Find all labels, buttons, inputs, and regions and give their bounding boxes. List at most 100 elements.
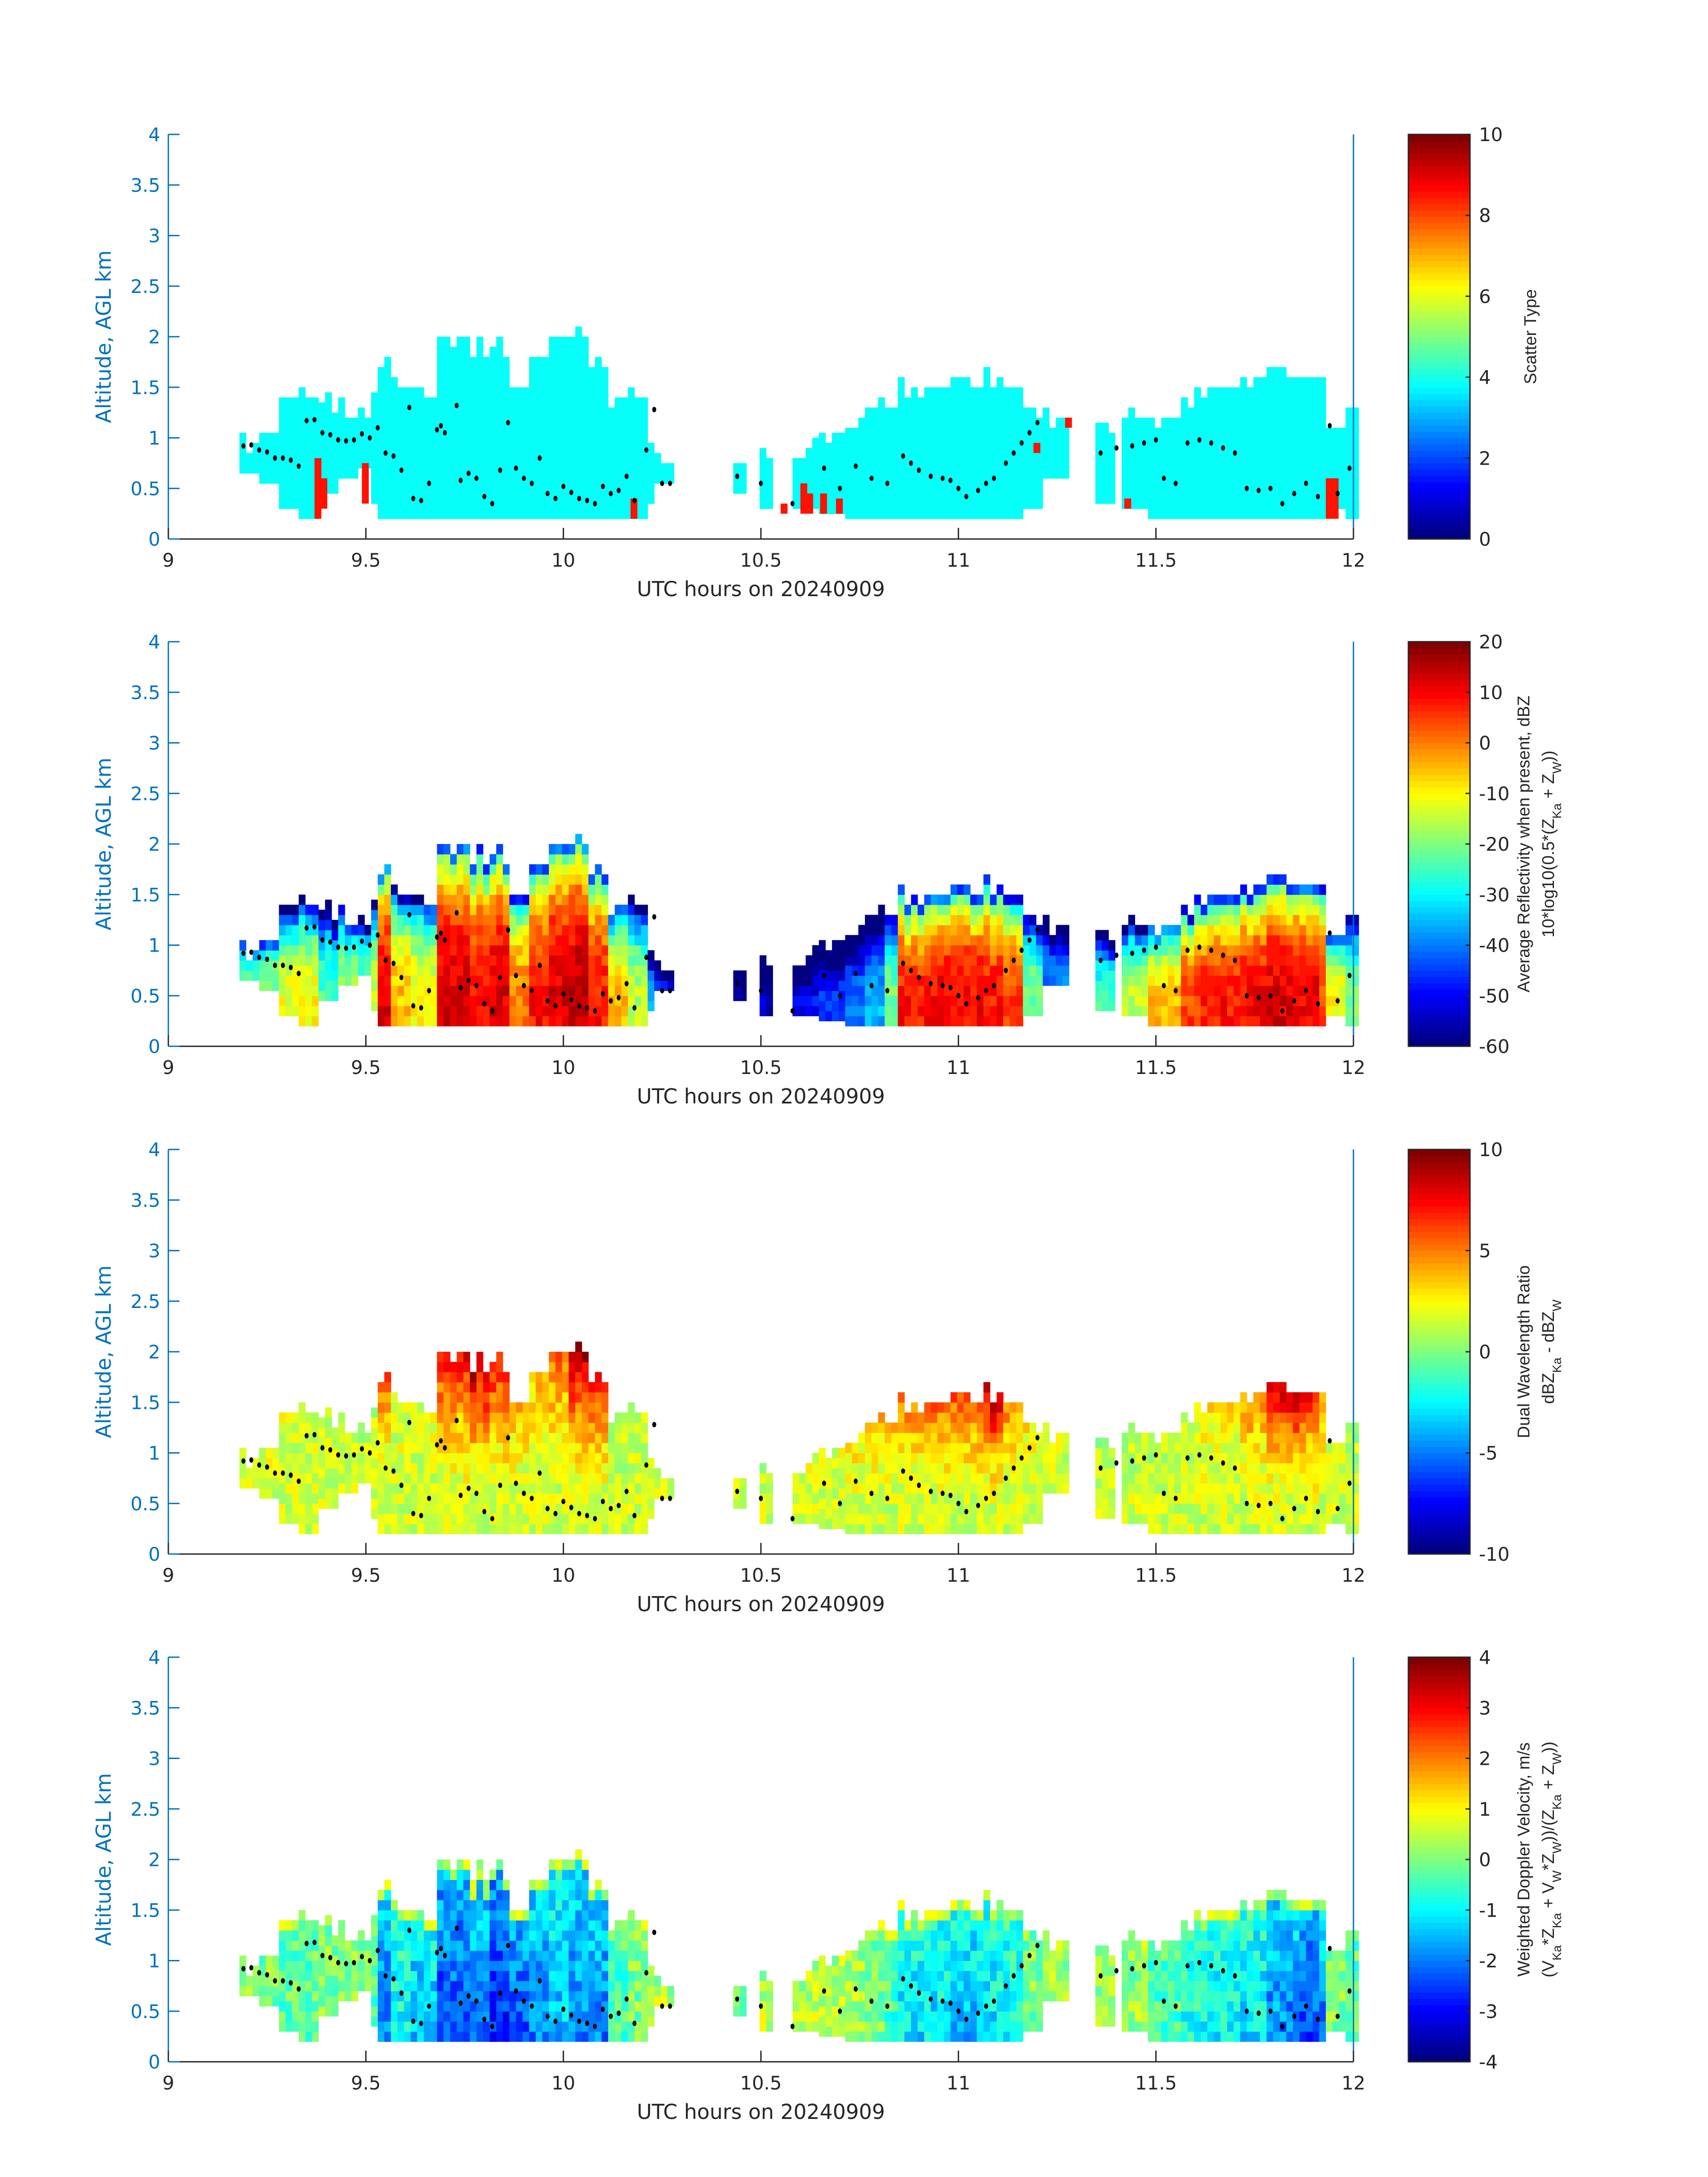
heatmap-cell (345, 1433, 352, 1443)
heatmap-cell (456, 1433, 464, 1443)
heatmap-cell (898, 1006, 905, 1016)
heatmap-cell (911, 1402, 918, 1413)
heatmap-cell (944, 438, 951, 448)
heatmap-cell (391, 975, 398, 986)
heatmap-cell (1174, 1016, 1182, 1027)
heatmap-cell (298, 1493, 306, 1504)
heatmap-cell (463, 357, 470, 368)
colorbar-swatch (1408, 957, 1470, 965)
heatmap-cell (1306, 904, 1313, 915)
heatmap-cell (1122, 945, 1129, 956)
heatmap-cell (516, 965, 523, 976)
heatmap-cell (1108, 970, 1115, 981)
heatmap-cell (1332, 468, 1340, 479)
heatmap-cell (489, 468, 497, 479)
heatmap-cell (470, 418, 477, 428)
heatmap-cell (766, 478, 773, 489)
heatmap-cell (549, 478, 556, 489)
heatmap-cell (549, 975, 556, 986)
heatmap-cell (430, 965, 438, 976)
colorbar-swatch (1408, 875, 1470, 882)
heatmap-cell (1016, 915, 1023, 925)
dot-marker (593, 501, 597, 506)
heatmap-cell (463, 458, 470, 469)
dot-marker (305, 925, 309, 931)
dot-marker (1098, 957, 1103, 963)
heatmap-cell (364, 1433, 372, 1443)
heatmap-cell (522, 894, 530, 905)
colorbar-swatch (1408, 280, 1470, 287)
heatmap-cell (1148, 1016, 1155, 1027)
heatmap-cell (891, 1513, 898, 1524)
heatmap-cell (819, 1001, 826, 1011)
heatmap-cell (391, 1412, 398, 1423)
heatmap-cell (305, 986, 312, 996)
colorbar-swatch (1408, 717, 1470, 724)
heatmap-cell (410, 468, 418, 479)
heatmap-cell (601, 1503, 609, 1514)
heatmap-cell (575, 387, 582, 398)
heatmap-cell (450, 1513, 457, 1524)
heatmap-cell (937, 509, 944, 519)
heatmap-cell (562, 387, 569, 398)
heatmap-cell (1128, 407, 1135, 418)
heatmap-cell (983, 468, 990, 479)
heatmap-cell (1010, 986, 1017, 996)
heatmap-cell (878, 1493, 885, 1504)
dot-marker (1185, 440, 1190, 446)
heatmap-cell (371, 402, 378, 413)
heatmap-cell (595, 498, 602, 509)
heatmap-cell (312, 915, 319, 925)
heatmap-cell (410, 1412, 418, 1423)
heatmap-cell (911, 965, 918, 976)
heatmap-cell (1148, 418, 1155, 428)
heatmap-cell (443, 894, 451, 905)
heatmap-cell (582, 935, 589, 946)
heatmap-cell (1273, 488, 1280, 499)
heatmap-cell (424, 509, 431, 519)
colorbar-swatch (1408, 1008, 1470, 1015)
heatmap-cell (1108, 950, 1115, 961)
heatmap-cell (1240, 1006, 1247, 1016)
heatmap-cell (549, 894, 556, 905)
heatmap-cell (371, 950, 378, 961)
colorbar-swatch (1408, 482, 1470, 489)
heatmap-cell (628, 427, 635, 439)
heatmap-cell (1240, 387, 1247, 398)
heatmap-cell (279, 458, 286, 469)
heatmap-cell (1168, 1006, 1175, 1016)
heatmap-cell (647, 473, 655, 484)
heatmap-cell (964, 975, 971, 986)
heatmap-cell (338, 925, 345, 936)
heatmap-cell (819, 1468, 826, 1479)
heatmap-cell (279, 1473, 286, 1484)
heatmap-cell (621, 904, 628, 915)
heatmap-cell (911, 1524, 918, 1534)
heatmap-cell (450, 1392, 457, 1403)
heatmap-cell (911, 915, 918, 925)
heatmap-cell (904, 1483, 911, 1494)
heatmap-cell (1161, 478, 1168, 489)
heatmap-cell (1279, 975, 1287, 986)
dot-marker (601, 484, 605, 489)
heatmap-cell (588, 438, 595, 448)
heatmap-cell (437, 468, 444, 479)
heatmap-cell (1220, 1006, 1228, 1016)
heatmap-cell (443, 1382, 451, 1393)
heatmap-cell (351, 1483, 359, 1494)
heatmap-cell (522, 1006, 530, 1016)
heatmap-cell (825, 1468, 832, 1479)
heatmap-cell (1220, 418, 1228, 428)
heatmap-cell (1102, 960, 1109, 971)
heatmap-cell (391, 458, 398, 469)
heatmap-cell (1023, 498, 1030, 509)
heatmap-cell (1095, 990, 1102, 1001)
heatmap-cell (542, 1016, 549, 1027)
heatmap-cell (443, 844, 451, 855)
heatmap-cell (885, 1483, 892, 1494)
heatmap-cell (542, 367, 549, 378)
heatmap-cell (535, 1422, 543, 1433)
heatmap-cell (568, 1352, 576, 1362)
heatmap-cell (456, 427, 464, 439)
heatmap-cell (595, 925, 602, 936)
